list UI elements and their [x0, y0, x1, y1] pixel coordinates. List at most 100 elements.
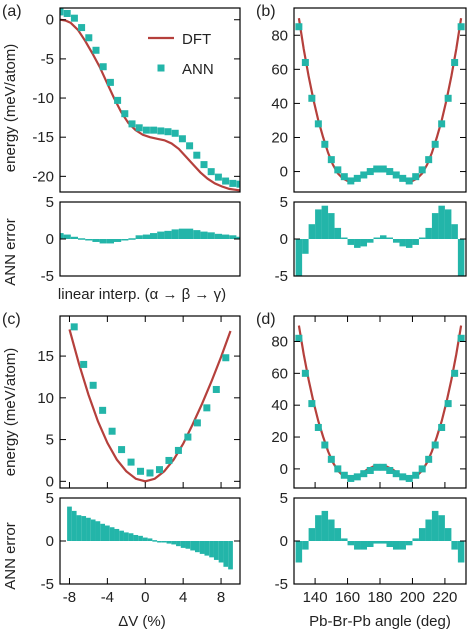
- error-bar: [78, 238, 86, 240]
- panel-6: 80 60 40 20 0: [271, 315, 467, 489]
- error-bar: [161, 541, 167, 543]
- panel-4: 15 10 5 0: [37, 315, 241, 490]
- error-bar: [308, 528, 316, 541]
- error-bar: [431, 213, 439, 239]
- error-bar: [195, 541, 200, 553]
- error-bar: [399, 541, 406, 550]
- y-axis-label-c: energy (meV/atom): [2, 348, 19, 476]
- x-tick-label: 160: [335, 589, 360, 606]
- panel-0: 0 -5 -10 -15 -20 DFT ANN: [32, 7, 241, 193]
- error-bar: [295, 239, 303, 276]
- ann-point: [135, 124, 143, 132]
- error-bar: [386, 541, 393, 548]
- y-tick-label: 5: [46, 194, 54, 211]
- error-bar: [114, 528, 120, 541]
- dft-line: [68, 329, 232, 483]
- ann-point: [379, 463, 387, 471]
- y-tick-label: 0: [280, 164, 288, 181]
- error-bar: [380, 235, 387, 239]
- error-bar: [76, 515, 82, 541]
- ann-point: [418, 465, 426, 473]
- ann-point: [106, 78, 114, 86]
- error-bar: [99, 239, 107, 244]
- ann-point: [314, 423, 322, 431]
- y-tick-label: 5: [46, 432, 54, 449]
- y-tick-label: -5: [41, 576, 54, 593]
- y-tick-label: -5: [275, 268, 288, 285]
- panel-label-b: (b): [256, 3, 276, 20]
- plot-area: [295, 18, 465, 185]
- error-bar: [373, 541, 380, 544]
- ann-point: [137, 467, 145, 475]
- ann-point: [321, 140, 329, 148]
- error-bar: [308, 224, 316, 239]
- ann-point: [438, 120, 446, 128]
- ann-point: [171, 129, 179, 137]
- error-bar: [109, 527, 115, 541]
- plot-area: [60, 228, 240, 244]
- ann-point: [203, 404, 211, 412]
- y-tick-label: 40: [271, 397, 288, 414]
- y-tick-label: -5: [275, 576, 288, 593]
- ann-point: [360, 171, 368, 179]
- error-bar: [128, 238, 136, 240]
- x-tick-label: 200: [400, 589, 425, 606]
- axes-frame: [293, 497, 467, 585]
- ann-point: [418, 166, 426, 174]
- error-bar: [229, 235, 237, 239]
- ann-point: [366, 466, 374, 474]
- error-bar: [418, 528, 426, 541]
- ann-point: [373, 463, 381, 471]
- error-bar: [95, 521, 101, 541]
- error-bar: [119, 530, 124, 541]
- panel-5: 50-5-8 -4 0 4 8: [41, 316, 241, 606]
- error-bar: [200, 231, 208, 239]
- error-bar: [412, 239, 419, 245]
- error-bar: [138, 535, 143, 541]
- error-bar: [328, 213, 335, 239]
- error-bar: [399, 239, 406, 247]
- ann-point: [114, 96, 122, 104]
- error-bar: [147, 538, 153, 541]
- axes-frame: [59, 7, 241, 193]
- error-bar: [150, 233, 158, 239]
- ann-point: [451, 59, 459, 67]
- error-bar: [218, 541, 224, 563]
- y-axis-label-c-error: ANN error: [2, 522, 19, 590]
- error-bar: [457, 239, 465, 276]
- error-bar: [176, 541, 181, 547]
- ann-point: [92, 46, 100, 54]
- y-tick-label: 0: [280, 533, 288, 550]
- error-bar: [444, 528, 452, 541]
- legend-dft-label: DFT: [182, 31, 211, 48]
- ann-point: [412, 173, 420, 181]
- y-tick-label: 60: [271, 365, 288, 382]
- error-bar: [186, 228, 194, 239]
- error-bar: [315, 209, 322, 239]
- error-bar: [451, 224, 458, 239]
- legend-ann-label: ANN: [182, 61, 214, 78]
- error-bar: [171, 541, 177, 545]
- y-tick-label: 20: [271, 129, 288, 146]
- ann-point: [200, 161, 208, 169]
- axes-frame: [59, 497, 241, 585]
- ann-point: [425, 156, 433, 164]
- ann-point: [118, 446, 126, 454]
- plot-area: [295, 205, 465, 276]
- ann-point: [451, 369, 459, 377]
- ann-point: [108, 427, 116, 435]
- error-bar: [223, 541, 229, 567]
- ann-point: [146, 469, 154, 477]
- y-tick-label: -15: [32, 129, 54, 146]
- y-tick-label: 10: [37, 390, 54, 407]
- ann-point: [301, 369, 309, 377]
- error-bar: [302, 541, 309, 550]
- x-tick-label: 4: [179, 589, 187, 606]
- y-axis-label-a: energy (meV/atom): [2, 44, 19, 172]
- error-bar: [190, 541, 195, 551]
- ann-point: [392, 171, 400, 179]
- error-bar: [185, 541, 191, 549]
- y-tick-label: 0: [46, 533, 54, 550]
- y-tick-label: -5: [41, 268, 54, 285]
- ann-point: [373, 165, 381, 173]
